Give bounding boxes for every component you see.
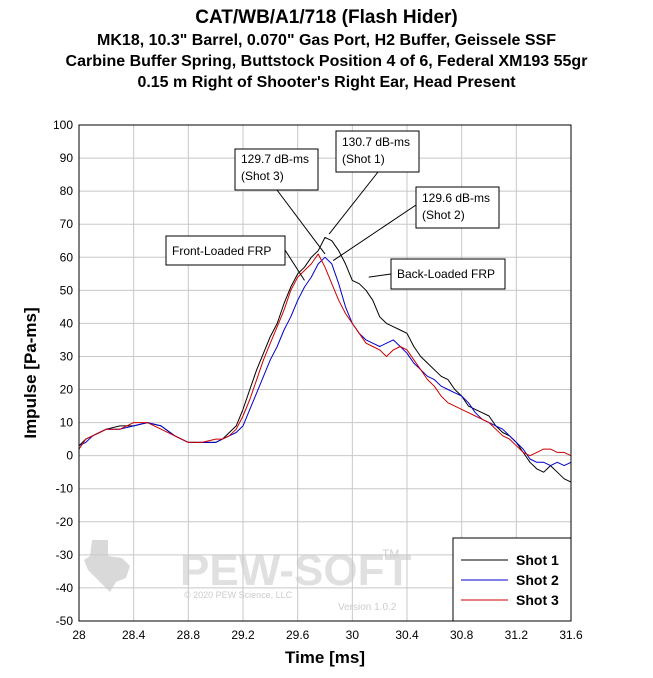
y-tick-label: 30: [60, 349, 74, 363]
annotation-shot-2-value: 129.6 dB-ms: [422, 191, 490, 205]
x-tick-label: 31.2: [505, 628, 529, 642]
plot-frame: [78, 124, 572, 622]
annotation-front-loaded: Front-Loaded FRP: [165, 235, 305, 281]
annotation-box-shot-3: [234, 148, 319, 191]
y-tick-label: 80: [60, 184, 74, 198]
annotation-box-shot-1: [335, 130, 420, 173]
watermark-brand: PEW-SOFT: [180, 546, 411, 595]
x-tick-label: 28: [72, 628, 86, 642]
watermark-version: Version 1.0.2: [338, 602, 397, 613]
x-axis-label: Time [ms]: [285, 648, 365, 667]
y-tick-label: 0: [66, 449, 73, 463]
legend-label-shot-2: Shot 2: [516, 572, 559, 588]
annotation-box-back-loaded: [390, 258, 506, 290]
y-tick-label: -30: [56, 548, 74, 562]
y-tick-label: 50: [60, 283, 74, 297]
x-tick-labels: 28 28.4 28.8 29.2 29.6 30 30.4 30.8 31.2 31.6: [72, 628, 583, 642]
annotation-box-front-loaded: [165, 235, 286, 266]
annotation-shot-1: 130.7 dB-ms (Shot 1): [328, 130, 420, 235]
annotation-shot-3-value: 129.7 dB-ms: [241, 152, 309, 166]
y-tick-label: 100: [53, 118, 73, 132]
annotation-shot-2: 129.6 dB-ms (Shot 2): [332, 186, 500, 261]
watermark-trademark: TM: [382, 547, 399, 561]
legend-label-shot-3: Shot 3: [516, 592, 559, 608]
annotation-shot-2-label: (Shot 2): [422, 208, 465, 222]
annotation-leader-shot-2: [332, 204, 417, 261]
annotation-leader-shot-1: [328, 171, 379, 235]
y-tick-label: 90: [60, 151, 74, 165]
watermark: PEW-SOFT TM © 2020 PEW Science, LLC Vers…: [84, 540, 411, 613]
annotation-leader-front-loaded: [284, 249, 305, 281]
x-tick-label: 31.6: [559, 628, 583, 642]
annotation-front-loaded-label: Front-Loaded FRP: [172, 244, 271, 258]
x-tick-label: 30.4: [395, 628, 419, 642]
chart-subtitle-line-3: 0.15 m Right of Shooter's Right Ear, Hea…: [137, 74, 516, 91]
y-tick-label: 70: [60, 217, 74, 231]
y-tick-label: 20: [60, 383, 74, 397]
y-axis-label: Impulse [Pa-ms]: [21, 307, 40, 438]
annotations: 129.7 dB-ms (Shot 3) 130.7 dB-ms (Shot 1…: [165, 130, 506, 290]
chart-titles: CAT/WB/A1/718 (Flash Hider) MK18, 10.3" …: [0, 6, 653, 93]
x-tick-label: 30.8: [450, 628, 474, 642]
annotation-shot-1-value: 130.7 dB-ms: [342, 135, 410, 149]
series-lines: [78, 236, 572, 483]
chart-title: CAT/WB/A1/718 (Flash Hider): [195, 7, 458, 28]
texas-logo-icon: [84, 540, 130, 592]
annotation-shot-3-label: (Shot 3): [241, 169, 284, 183]
chart-subtitle-line-1: MK18, 10.3" Barrel, 0.070" Gas Port, H2 …: [97, 32, 556, 49]
annotation-shot-3: 129.7 dB-ms (Shot 3): [234, 148, 326, 255]
legend-label-shot-1: Shot 1: [516, 552, 559, 568]
annotation-back-loaded: Back-Loaded FRP: [368, 258, 506, 290]
y-tick-label: 60: [60, 250, 74, 264]
x-tick-label: 28.4: [122, 628, 146, 642]
legend: Shot 1 Shot 2 Shot 3: [452, 537, 572, 622]
annotation-box-shot-2: [415, 186, 500, 229]
y-tick-label: 10: [60, 416, 74, 430]
series-line-shot-3: [78, 253, 572, 457]
annotation-leader-back-loaded: [368, 273, 392, 278]
chart-subtitle-line-2: Carbine Buffer Spring, Buttstock Positio…: [65, 53, 588, 70]
x-tick-label: 29.6: [286, 628, 310, 642]
y-tick-label: -40: [56, 581, 74, 595]
y-tick-label: -10: [56, 482, 74, 496]
x-tick-label: 28.8: [177, 628, 201, 642]
y-tick-label: 40: [60, 316, 74, 330]
annotation-shot-1-label: (Shot 1): [342, 152, 385, 166]
x-tick-label: 29.2: [231, 628, 255, 642]
annotation-leader-shot-3: [276, 189, 326, 255]
y-tick-label: -20: [56, 515, 74, 529]
x-tick-label: 30: [346, 628, 360, 642]
annotation-back-loaded-label: Back-Loaded FRP: [397, 267, 495, 281]
watermark-copyright: © 2020 PEW Science, LLC: [184, 590, 293, 600]
y-tick-label: -50: [56, 614, 74, 628]
